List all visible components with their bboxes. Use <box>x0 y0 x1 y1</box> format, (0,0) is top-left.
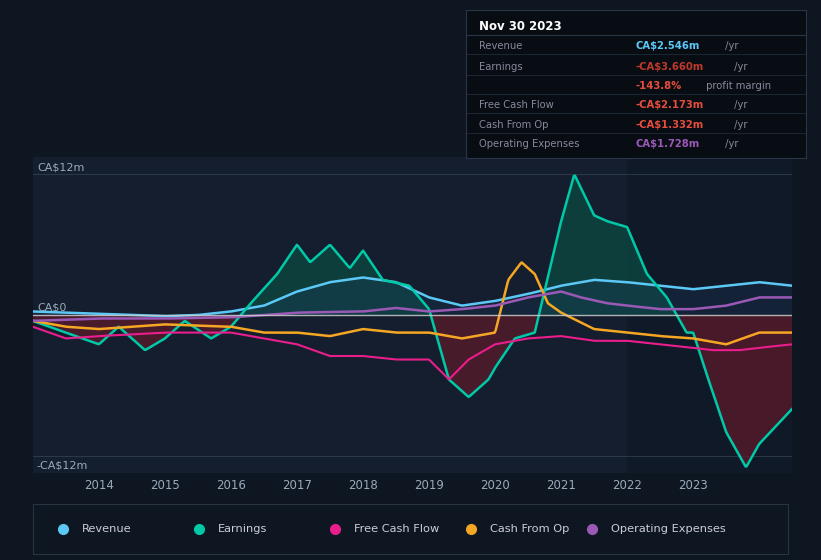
Text: Operating Expenses: Operating Expenses <box>479 139 580 149</box>
Text: /yr: /yr <box>722 41 738 51</box>
Text: /yr: /yr <box>732 100 748 110</box>
Text: Free Cash Flow: Free Cash Flow <box>479 100 554 110</box>
Text: /yr: /yr <box>732 120 748 130</box>
Text: Free Cash Flow: Free Cash Flow <box>354 524 439 534</box>
Text: Earnings: Earnings <box>218 524 268 534</box>
Text: Cash From Op: Cash From Op <box>479 120 548 130</box>
Text: Revenue: Revenue <box>82 524 131 534</box>
Text: CA$2.546m: CA$2.546m <box>635 41 700 51</box>
Text: /yr: /yr <box>722 139 738 149</box>
Text: Revenue: Revenue <box>479 41 522 51</box>
Text: Operating Expenses: Operating Expenses <box>611 524 726 534</box>
Text: -143.8%: -143.8% <box>635 81 682 91</box>
Text: -CA$2.173m: -CA$2.173m <box>635 100 704 110</box>
Text: Earnings: Earnings <box>479 62 523 72</box>
Text: CA$12m: CA$12m <box>37 162 85 172</box>
Text: -CA$1.332m: -CA$1.332m <box>635 120 704 130</box>
Text: Cash From Op: Cash From Op <box>490 524 569 534</box>
Text: Nov 30 2023: Nov 30 2023 <box>479 20 562 33</box>
Text: profit margin: profit margin <box>703 81 771 91</box>
Text: -CA$12m: -CA$12m <box>37 460 89 470</box>
Text: -CA$3.660m: -CA$3.660m <box>635 62 704 72</box>
Text: CA$1.728m: CA$1.728m <box>635 139 700 149</box>
Text: /yr: /yr <box>732 62 748 72</box>
Text: CA$0: CA$0 <box>37 302 67 312</box>
Bar <box>627 157 792 473</box>
